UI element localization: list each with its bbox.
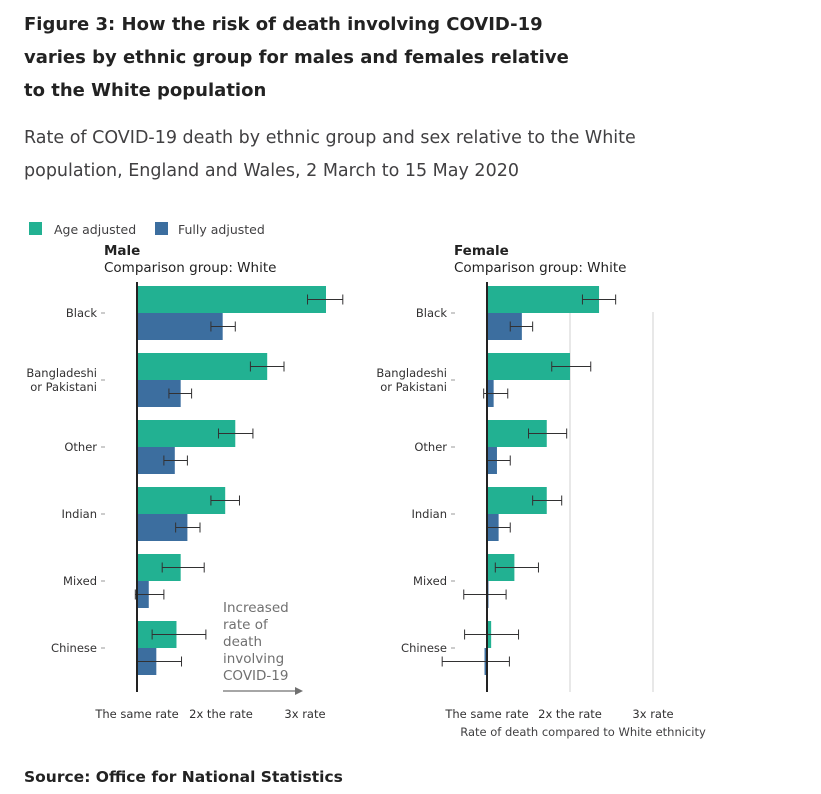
female-panel-subtitle: Comparison group: White (454, 260, 626, 276)
female-panel-title: Female (454, 243, 509, 259)
annotation-line: death (223, 634, 262, 650)
legend-swatch-age-adjusted (29, 222, 42, 235)
bar-age-adjusted (137, 353, 268, 380)
category-label: Chinese (401, 641, 447, 655)
category-label: Indian (411, 507, 447, 521)
bar-age-adjusted (137, 286, 326, 313)
category-label: Other (414, 440, 447, 454)
category-label: Bangladeshi (26, 366, 97, 380)
legend-label-fully-adjusted: Fully adjusted (178, 222, 265, 237)
increased-rate-annotation: Increased rate of death involving COVID-… (223, 600, 303, 695)
category-label: Black (66, 306, 97, 320)
chart-subtitle: Rate of COVID-19 death by ethnic group a… (24, 128, 636, 181)
category-label: Mixed (63, 574, 97, 588)
annotation-arrow-head (295, 687, 303, 695)
category-label: Other (64, 440, 97, 454)
source-note: Source: Office for National Statistics (24, 768, 343, 786)
category-label: Indian (61, 507, 97, 521)
category-label: Black (416, 306, 447, 320)
annotation-line: COVID-19 (223, 668, 288, 684)
male-panel-title: Male (104, 243, 140, 259)
annotation-line: rate of (223, 617, 269, 633)
category-label: or Pakistani (30, 380, 97, 394)
category-label: Mixed (413, 574, 447, 588)
legend-swatch-fully-adjusted (155, 222, 168, 235)
legend: Age adjusted Fully adjusted (29, 222, 265, 237)
x-tick-label: 3x rate (632, 707, 673, 721)
x-tick-label: The same rate (444, 707, 528, 721)
chart-area: Age adjusted Fully adjusted Male Compari… (26, 222, 706, 739)
category-label: Bangladeshi (376, 366, 447, 380)
bar-age-adjusted (487, 286, 600, 313)
x-tick-label: 2x the rate (538, 707, 602, 721)
annotation-line: involving (223, 651, 284, 667)
female-x-axis-label: Rate of death compared to White ethnicit… (460, 725, 706, 739)
legend-label-age-adjusted: Age adjusted (54, 222, 136, 237)
annotation-line: Increased (223, 600, 289, 616)
x-tick-label: The same rate (94, 707, 178, 721)
male-panel-subtitle: Comparison group: White (104, 260, 276, 276)
chart-title: Figure 3: How the risk of death involvin… (24, 14, 569, 101)
bar-fully-adjusted (137, 313, 223, 340)
x-tick-label: 3x rate (284, 707, 325, 721)
x-tick-label: 2x the rate (189, 707, 253, 721)
category-label: or Pakistani (380, 380, 447, 394)
category-label: Chinese (51, 641, 97, 655)
